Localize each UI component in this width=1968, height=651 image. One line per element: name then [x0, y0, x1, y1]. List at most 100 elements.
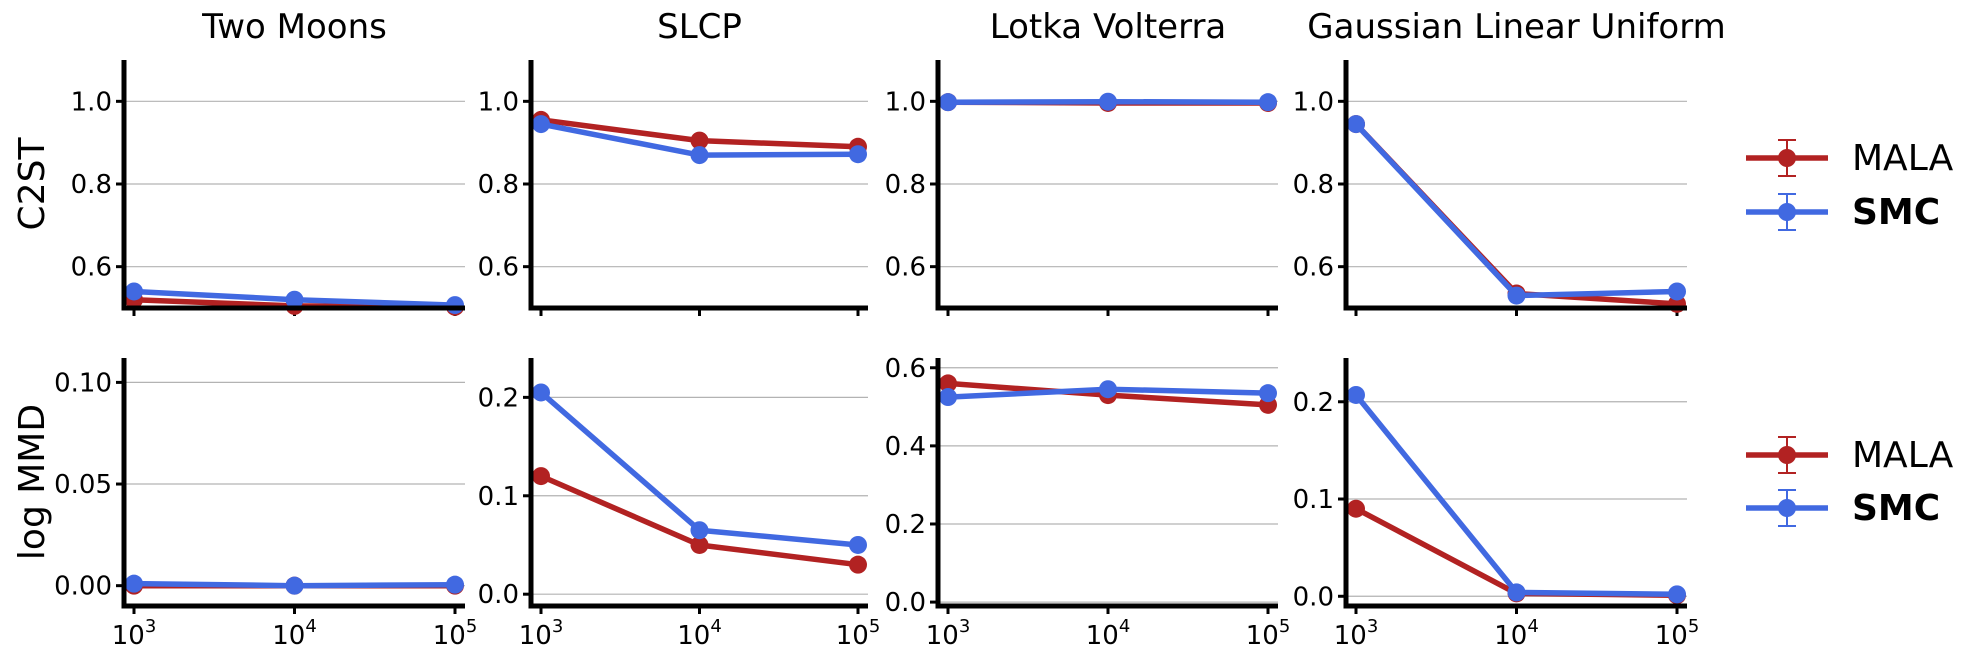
- data-point-mala: [1347, 499, 1365, 518]
- column-title-two-moons: Two Moons: [201, 7, 387, 47]
- data-point-smc: [1259, 93, 1277, 112]
- column-title-gaussian-linear-uniform: Gaussian Linear Uniform: [1307, 7, 1725, 47]
- legend-marker-smc: [1778, 203, 1796, 221]
- data-point-mala: [690, 535, 709, 554]
- x-tick-exponent: 4: [1119, 616, 1130, 637]
- x-tick-label: 103: [926, 616, 971, 651]
- y-tick-label: 0.0: [885, 588, 926, 618]
- x-tick-exponent: 3: [1367, 616, 1378, 637]
- x-tick-label: 104: [1494, 616, 1539, 651]
- data-point-smc: [1099, 380, 1117, 399]
- y-tick-label: 0.6: [71, 253, 112, 283]
- y-tick-label: 0.10: [54, 368, 112, 398]
- panel-c2st-gaussian-linear-uniform: 0.6 0.8 1.0: [1293, 60, 1687, 316]
- x-tick-label: 103: [519, 616, 564, 651]
- series-line-mala: [1353, 505, 1680, 599]
- y-tick-label: 0.6: [1293, 253, 1334, 283]
- x-tick-exponent: 3: [959, 616, 970, 637]
- y-tick-label: 0.2: [1293, 388, 1334, 418]
- x-tick-label: 104: [272, 616, 317, 651]
- legend-marker-mala: [1778, 446, 1796, 464]
- column-title-slcp: SLCP: [657, 7, 742, 47]
- x-tick-label: 104: [677, 616, 722, 651]
- y-tick-label: 0.6: [885, 253, 926, 283]
- y-tick-label: 0.0: [1293, 582, 1334, 612]
- x-tick-exponent: 3: [552, 616, 563, 637]
- y-tick-label: 0.00: [54, 572, 112, 602]
- row-label-c2st: C2ST: [12, 137, 53, 231]
- x-tick-base: 10: [1334, 621, 1367, 651]
- y-tick-label: 0.6: [478, 253, 519, 283]
- data-point-smc: [532, 383, 550, 402]
- data-point-smc: [446, 296, 464, 315]
- data-point-mala: [939, 374, 957, 393]
- y-tick-label: 0.0: [478, 580, 519, 610]
- x-tick-base: 10: [836, 621, 869, 651]
- y-tick-label: 1.0: [71, 87, 112, 117]
- x-tick-base: 10: [1655, 621, 1688, 651]
- x-tick-label: 104: [1086, 616, 1131, 651]
- x-tick-base: 10: [519, 621, 552, 651]
- legend-label-smc: SMC: [1852, 192, 1940, 233]
- data-point-smc: [1507, 583, 1526, 602]
- y-tick-label: 0.6: [885, 354, 926, 384]
- legend-label-mala: MALA: [1852, 435, 1954, 476]
- y-tick-label: 1.0: [1293, 87, 1334, 117]
- data-point-smc: [939, 388, 957, 407]
- y-tick-label: 0.1: [1293, 485, 1334, 515]
- legend-log-mmd: MALA SMC: [1746, 435, 1954, 529]
- data-point-mala: [532, 467, 550, 486]
- data-point-smc: [1347, 115, 1365, 134]
- data-point-smc: [939, 93, 957, 112]
- panel-c2st-lotka-volterra: 0.6 0.8 1.0: [885, 60, 1278, 316]
- x-tick-label: 105: [433, 616, 478, 651]
- x-tick-exponent: 5: [869, 616, 880, 637]
- y-tick-label: 0.8: [1293, 170, 1334, 200]
- data-point-smc: [1507, 286, 1526, 305]
- panel-c2st-two-moons: 0.6 0.8 1.0: [71, 60, 465, 316]
- series-line-smc: [1353, 121, 1680, 299]
- data-point-smc: [285, 290, 304, 309]
- x-tick-base: 10: [1246, 621, 1279, 651]
- data-point-smc: [1347, 385, 1365, 404]
- data-point-smc: [125, 282, 143, 301]
- x-tick-label: 103: [1334, 616, 1379, 651]
- x-tick-label: 105: [1655, 616, 1700, 651]
- series-line-smc: [1353, 392, 1680, 598]
- x-tick-label: 105: [836, 616, 881, 651]
- x-tick-label: 105: [1246, 616, 1291, 651]
- data-point-mala: [690, 131, 709, 150]
- legend-c2st: MALA SMC: [1746, 138, 1954, 233]
- column-title-lotka-volterra: Lotka Volterra: [990, 7, 1227, 47]
- data-point-smc: [849, 535, 867, 554]
- x-tick-exponent: 4: [710, 616, 721, 637]
- legend-marker-mala: [1778, 149, 1796, 167]
- y-tick-label: 0.8: [71, 170, 112, 200]
- data-point-smc: [285, 576, 304, 595]
- x-tick-base: 10: [272, 621, 305, 651]
- legends: MALA SMC MALA SMC: [1746, 138, 1954, 529]
- x-tick-exponent: 4: [1527, 616, 1538, 637]
- data-point-smc: [849, 145, 867, 164]
- x-tick-base: 10: [677, 621, 710, 651]
- x-tick-base: 10: [1086, 621, 1119, 651]
- x-tick-base: 10: [433, 621, 466, 651]
- column-titles: Two Moons SLCP Lotka Volterra Gaussian Line…: [201, 7, 1726, 47]
- data-point-smc: [446, 575, 464, 594]
- y-tick-label: 0.4: [885, 432, 926, 462]
- y-tick-label: 0.05: [54, 470, 112, 500]
- data-point-smc: [532, 115, 550, 134]
- data-point-smc: [1259, 384, 1277, 403]
- y-tick-label: 0.8: [885, 170, 926, 200]
- y-tick-label: 0.1: [478, 482, 519, 512]
- x-tick-base: 10: [112, 621, 145, 651]
- x-tick-exponent: 4: [305, 616, 316, 637]
- data-point-smc: [1099, 92, 1117, 111]
- series-line-mala: [1353, 121, 1680, 307]
- x-tick-exponent: 5: [1279, 616, 1290, 637]
- legend-label-smc: SMC: [1852, 488, 1940, 529]
